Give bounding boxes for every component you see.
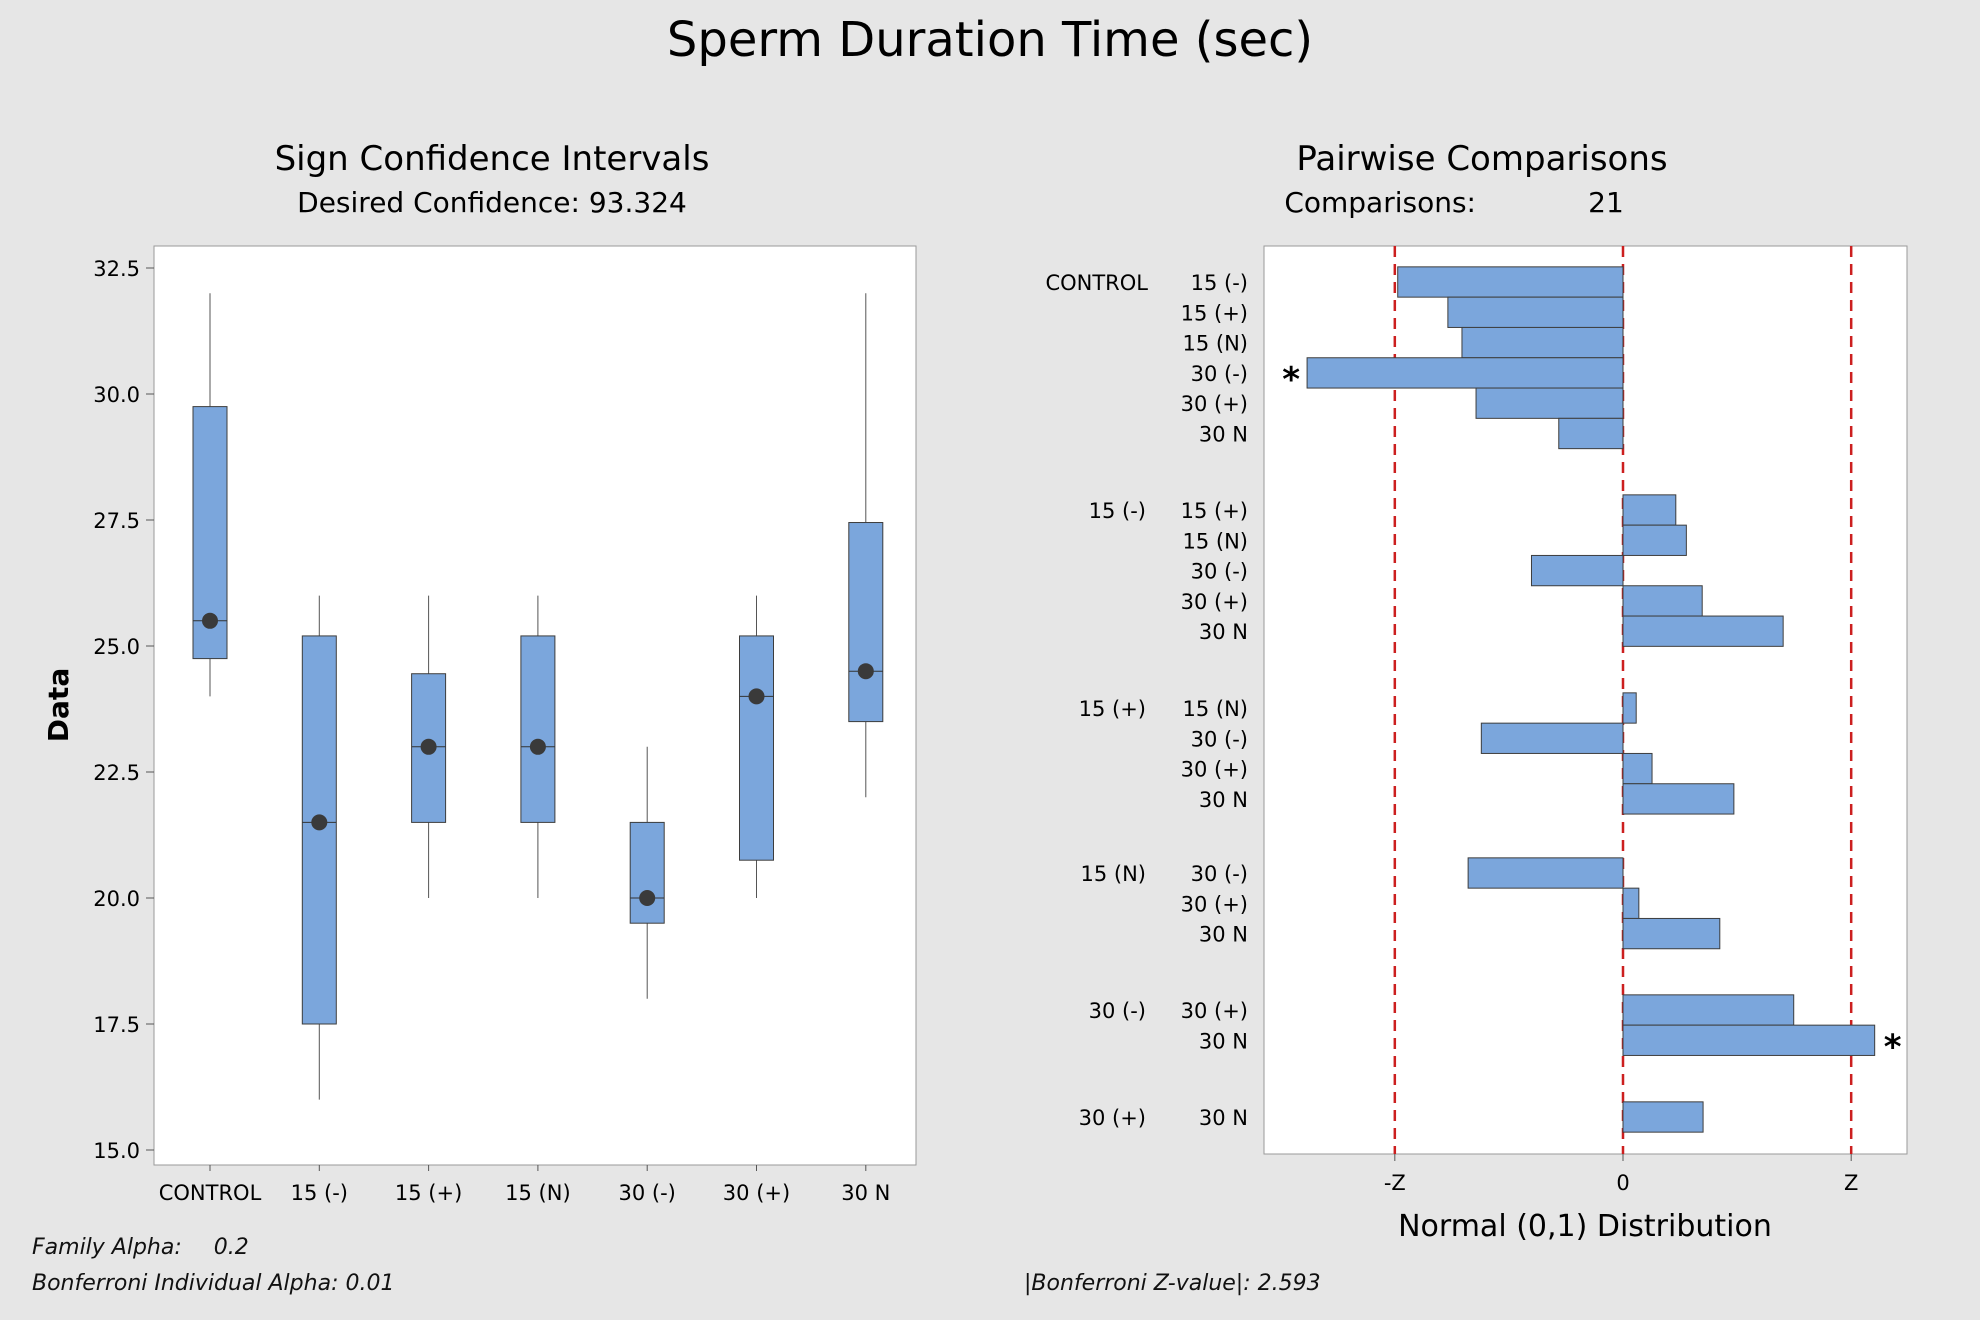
confidence-box xyxy=(520,635,556,823)
comparison-label: 30 (+) xyxy=(1181,999,1248,1023)
family-alpha-note: Family Alpha: 0.2 xyxy=(32,1235,249,1260)
comparison-label: 15 (+) xyxy=(1181,301,1248,325)
y-tick-label: 22.5 xyxy=(93,761,140,785)
group-label: 15 (N) xyxy=(1081,862,1147,886)
comparison-bar xyxy=(1622,783,1735,815)
x-tick-label: 30 (-) xyxy=(619,1181,676,1205)
comparison-label: 30 (+) xyxy=(1181,758,1248,782)
x-tick-label: 15 (N) xyxy=(505,1181,571,1205)
y-tick-label: 20.0 xyxy=(93,887,140,911)
comparison-label: 15 (N) xyxy=(1183,332,1249,356)
family-alpha-value: 0.2 xyxy=(213,1235,249,1260)
family-alpha-label: Family Alpha: xyxy=(32,1235,182,1260)
group-label: 15 (-) xyxy=(1089,499,1146,523)
median-point xyxy=(529,738,546,755)
comparison-label: 15 (N) xyxy=(1183,697,1249,721)
comparison-label: 30 N xyxy=(1199,923,1248,947)
bonferroni-z-note: |Bonferroni Z-value|: 2.593 xyxy=(1024,1271,1321,1296)
comparison-bar xyxy=(1622,524,1687,556)
right-panel-subtitle-label: Comparisons: xyxy=(1284,186,1476,219)
comparison-bar xyxy=(1461,326,1624,359)
right-panel-subtitle-value: 21 xyxy=(1588,186,1624,219)
significance-marker: * xyxy=(1282,360,1300,400)
comparison-label: 30 (+) xyxy=(1181,392,1248,416)
comparison-bar xyxy=(1447,296,1624,328)
comparison-bar xyxy=(1306,357,1624,389)
group-label: CONTROL xyxy=(1045,271,1148,295)
left-plot-marks: 15.0 17.5 20.0 22.5 25.0 27.5 30.0 32.5 CONTROL 1… xyxy=(93,257,890,1205)
comparison-label: 30 (-) xyxy=(1191,727,1248,751)
median-point xyxy=(420,738,437,755)
comparison-bar xyxy=(1622,615,1784,647)
comparison-bar xyxy=(1622,752,1653,785)
group-label: 15 (+) xyxy=(1079,697,1146,721)
comparison-bar xyxy=(1622,1101,1704,1133)
confidence-box xyxy=(848,522,884,723)
y-tick-label: 25.0 xyxy=(93,635,140,659)
comparison-label: 30 N xyxy=(1199,788,1248,812)
comparison-label: 30 N xyxy=(1199,423,1248,447)
confidence-box xyxy=(739,635,774,861)
group-label: 30 (-) xyxy=(1089,999,1146,1023)
y-tick-label: 17.5 xyxy=(93,1013,140,1037)
comparison-label: 30 (+) xyxy=(1181,590,1248,614)
median-point xyxy=(857,663,874,680)
comparison-bar xyxy=(1480,722,1624,754)
comparison-bar xyxy=(1530,554,1624,587)
comparison-label: 30 (-) xyxy=(1191,862,1248,886)
comparison-bar xyxy=(1622,494,1677,526)
comparison-bar xyxy=(1622,994,1795,1026)
right-plot-marks: CONTROL 15 (-) 15 (+) 15 (N) 30 (-) * 30 (+) 30… xyxy=(1045,246,1902,1195)
comparison-bar xyxy=(1622,1024,1876,1056)
right-panel-title: Pairwise Comparisons xyxy=(1296,139,1667,179)
comparison-bar xyxy=(1622,917,1721,950)
y-tick-label: 30.0 xyxy=(93,383,140,407)
comparison-label: 15 (-) xyxy=(1191,271,1248,295)
bonferroni-alpha-note: Bonferroni Individual Alpha: 0.01 xyxy=(32,1271,395,1296)
left-panel-subtitle: Desired Confidence: 93.324 xyxy=(297,186,687,219)
x-tick-label: 0 xyxy=(1616,1171,1629,1195)
comparison-bar xyxy=(1622,887,1640,919)
comparison-label: 30 (-) xyxy=(1191,362,1248,386)
y-tick-label: 32.5 xyxy=(93,257,140,281)
comparison-label: 15 (+) xyxy=(1181,499,1248,523)
comparison-bar xyxy=(1622,692,1637,724)
x-tick-label: 30 (+) xyxy=(723,1181,790,1205)
left-y-axis-label: Data xyxy=(42,668,75,742)
significance-marker: * xyxy=(1884,1027,1902,1067)
x-tick-label: 15 (+) xyxy=(395,1181,462,1205)
main-title: Sperm Duration Time (sec) xyxy=(667,12,1313,68)
x-tick-label: Z xyxy=(1844,1171,1858,1195)
y-tick-label: 15.0 xyxy=(93,1139,140,1163)
comparison-label: 30 N xyxy=(1199,620,1248,644)
median-point xyxy=(202,612,218,629)
x-tick-label: 15 (-) xyxy=(291,1181,348,1205)
median-point xyxy=(748,688,765,705)
median-point xyxy=(639,890,656,906)
comparison-label: 30 N xyxy=(1199,1029,1248,1053)
x-tick-label: 30 N xyxy=(841,1181,890,1205)
comparison-bar xyxy=(1467,857,1624,889)
right-x-axis-label: Normal (0,1) Distribution xyxy=(1398,1209,1772,1244)
comparison-bar xyxy=(1558,417,1624,450)
x-tick-label: -Z xyxy=(1384,1171,1406,1195)
confidence-box xyxy=(629,821,665,924)
comparison-label: 30 (-) xyxy=(1191,560,1248,584)
comparison-label: 30 N xyxy=(1199,1106,1248,1130)
comparison-bar xyxy=(1397,266,1624,298)
group-label: 30 (+) xyxy=(1079,1106,1146,1130)
comparison-label: 15 (N) xyxy=(1183,529,1249,553)
comparison-bar xyxy=(1475,387,1624,419)
y-tick-label: 27.5 xyxy=(93,509,140,533)
comparison-bar xyxy=(1622,585,1703,617)
left-panel-title: Sign Confidence Intervals xyxy=(275,139,710,179)
comparison-label: 30 (+) xyxy=(1181,892,1248,916)
x-tick-label: CONTROL xyxy=(159,1181,262,1205)
median-point xyxy=(311,814,328,831)
